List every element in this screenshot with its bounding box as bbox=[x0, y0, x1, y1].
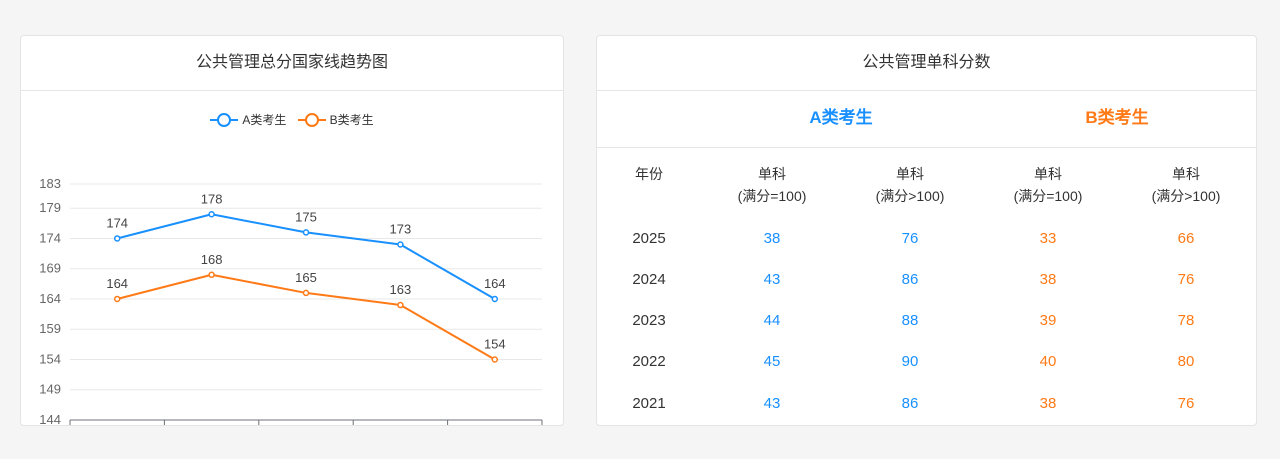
cell-b-gt100: 76 bbox=[1177, 271, 1195, 288]
header-b-gt100: 单科 (满分>100) bbox=[1126, 163, 1246, 207]
data-point bbox=[491, 295, 499, 303]
data-label: 173 bbox=[390, 222, 412, 237]
cell-a-eq100: 38 bbox=[763, 230, 781, 247]
score-trend-panel: 公共管理总分国家线趋势图 A类考生 B类考生 144 149 154 159 164 16… bbox=[20, 35, 564, 426]
cell-year: 2023 bbox=[632, 312, 666, 329]
header-a-gt100: 单科 (满分>100) bbox=[850, 163, 970, 207]
y-tick-label: 179 bbox=[39, 200, 61, 215]
cell-a-gt100: 86 bbox=[901, 395, 919, 412]
data-label: 163 bbox=[390, 282, 412, 297]
data-label: 164 bbox=[484, 276, 506, 291]
chart-legend: A类考生 B类考生 bbox=[21, 111, 563, 130]
data-point bbox=[302, 229, 310, 236]
cell-b-gt100: 80 bbox=[1177, 353, 1195, 370]
header-a-gt100-line1: 单科 bbox=[896, 166, 924, 182]
group-a-label: A类考生 bbox=[809, 108, 873, 127]
legend-line-marker-icon bbox=[297, 112, 326, 127]
group-header-row: A类考生 B类考生 bbox=[597, 91, 1256, 148]
header-b-gt100-line2: (满分>100) bbox=[1151, 188, 1221, 204]
data-point bbox=[113, 295, 121, 303]
legend-line-marker-icon bbox=[210, 112, 239, 127]
cell-b-eq100: 38 bbox=[1039, 395, 1057, 412]
cell-year: 2021 bbox=[632, 395, 666, 412]
cell-a-eq100: 43 bbox=[763, 271, 781, 288]
data-label: 154 bbox=[484, 336, 506, 351]
data-point bbox=[208, 211, 215, 218]
data-point bbox=[302, 289, 310, 297]
data-label: 165 bbox=[295, 270, 317, 285]
cell-b-eq100: 40 bbox=[1039, 353, 1057, 370]
y-tick-label: 169 bbox=[39, 261, 61, 276]
header-a-eq100: 单科 (满分=100) bbox=[712, 163, 832, 207]
data-label: 175 bbox=[295, 209, 317, 224]
y-tick-label: 144 bbox=[39, 412, 61, 426]
y-tick-label: 149 bbox=[39, 382, 61, 397]
legend-item-b[interactable]: B类考生 bbox=[297, 111, 374, 128]
y-tick-label: 154 bbox=[39, 351, 61, 366]
cell-a-eq100: 44 bbox=[763, 312, 781, 329]
cell-year: 2022 bbox=[632, 353, 666, 370]
cell-a-gt100: 86 bbox=[901, 271, 919, 288]
cell-b-gt100: 76 bbox=[1177, 395, 1195, 412]
line-chart: 1441491541591641691741791832021202220232… bbox=[39, 176, 543, 426]
cell-year: 2025 bbox=[632, 230, 666, 247]
y-tick-label: 164 bbox=[39, 291, 61, 306]
cell-a-gt100: 76 bbox=[901, 230, 919, 247]
data-point bbox=[397, 241, 404, 248]
series-line-b bbox=[116, 273, 496, 361]
cell-a-eq100: 45 bbox=[763, 353, 781, 370]
single-subject-panel: 公共管理单科分数 A类考生 B类考生 年份 单科 (满分=100) 单科 (满分… bbox=[596, 35, 1257, 426]
series-line-a bbox=[116, 213, 496, 300]
data-point bbox=[208, 271, 215, 279]
group-b-label: B类考生 bbox=[1085, 108, 1149, 127]
data-label: 174 bbox=[106, 215, 128, 230]
header-a-eq100-line1: 单科 bbox=[758, 166, 786, 182]
y-tick-label: 174 bbox=[39, 230, 61, 245]
header-b-eq100-line1: 单科 bbox=[1034, 166, 1062, 182]
cell-b-eq100: 38 bbox=[1039, 271, 1057, 288]
y-tick-label: 159 bbox=[39, 321, 61, 336]
cell-a-gt100: 88 bbox=[901, 312, 919, 329]
cell-b-eq100: 33 bbox=[1039, 230, 1057, 247]
header-b-eq100-line2: (满分=100) bbox=[1013, 188, 1083, 204]
legend-label-a: A类考生 bbox=[242, 113, 287, 127]
header-b-eq100: 单科 (满分=100) bbox=[988, 163, 1108, 207]
header-a-eq100-line2: (满分=100) bbox=[737, 188, 807, 204]
header-a-gt100-line2: (满分>100) bbox=[875, 188, 945, 204]
cell-a-eq100: 43 bbox=[763, 395, 781, 412]
cell-year: 2024 bbox=[632, 271, 666, 288]
header-year-text: 年份 bbox=[635, 166, 663, 182]
data-label: 178 bbox=[201, 191, 223, 206]
cell-b-eq100: 39 bbox=[1039, 312, 1057, 329]
data-label: 168 bbox=[201, 252, 223, 267]
legend-label-b: B类考生 bbox=[329, 113, 374, 127]
data-point bbox=[113, 235, 121, 242]
cell-b-gt100: 66 bbox=[1177, 230, 1195, 247]
data-label: 164 bbox=[106, 276, 128, 291]
header-year: 年份 bbox=[597, 163, 709, 185]
cell-b-gt100: 78 bbox=[1177, 312, 1195, 329]
legend-item-a[interactable]: A类考生 bbox=[210, 111, 286, 128]
cell-a-gt100: 90 bbox=[901, 353, 919, 370]
chart-title: 公共管理总分国家线趋势图 bbox=[21, 36, 563, 91]
header-b-gt100-line1: 单科 bbox=[1172, 166, 1200, 182]
y-tick-label: 183 bbox=[39, 176, 61, 191]
table-title: 公共管理单科分数 bbox=[597, 36, 1256, 91]
data-point bbox=[491, 356, 499, 363]
data-point bbox=[397, 301, 404, 309]
